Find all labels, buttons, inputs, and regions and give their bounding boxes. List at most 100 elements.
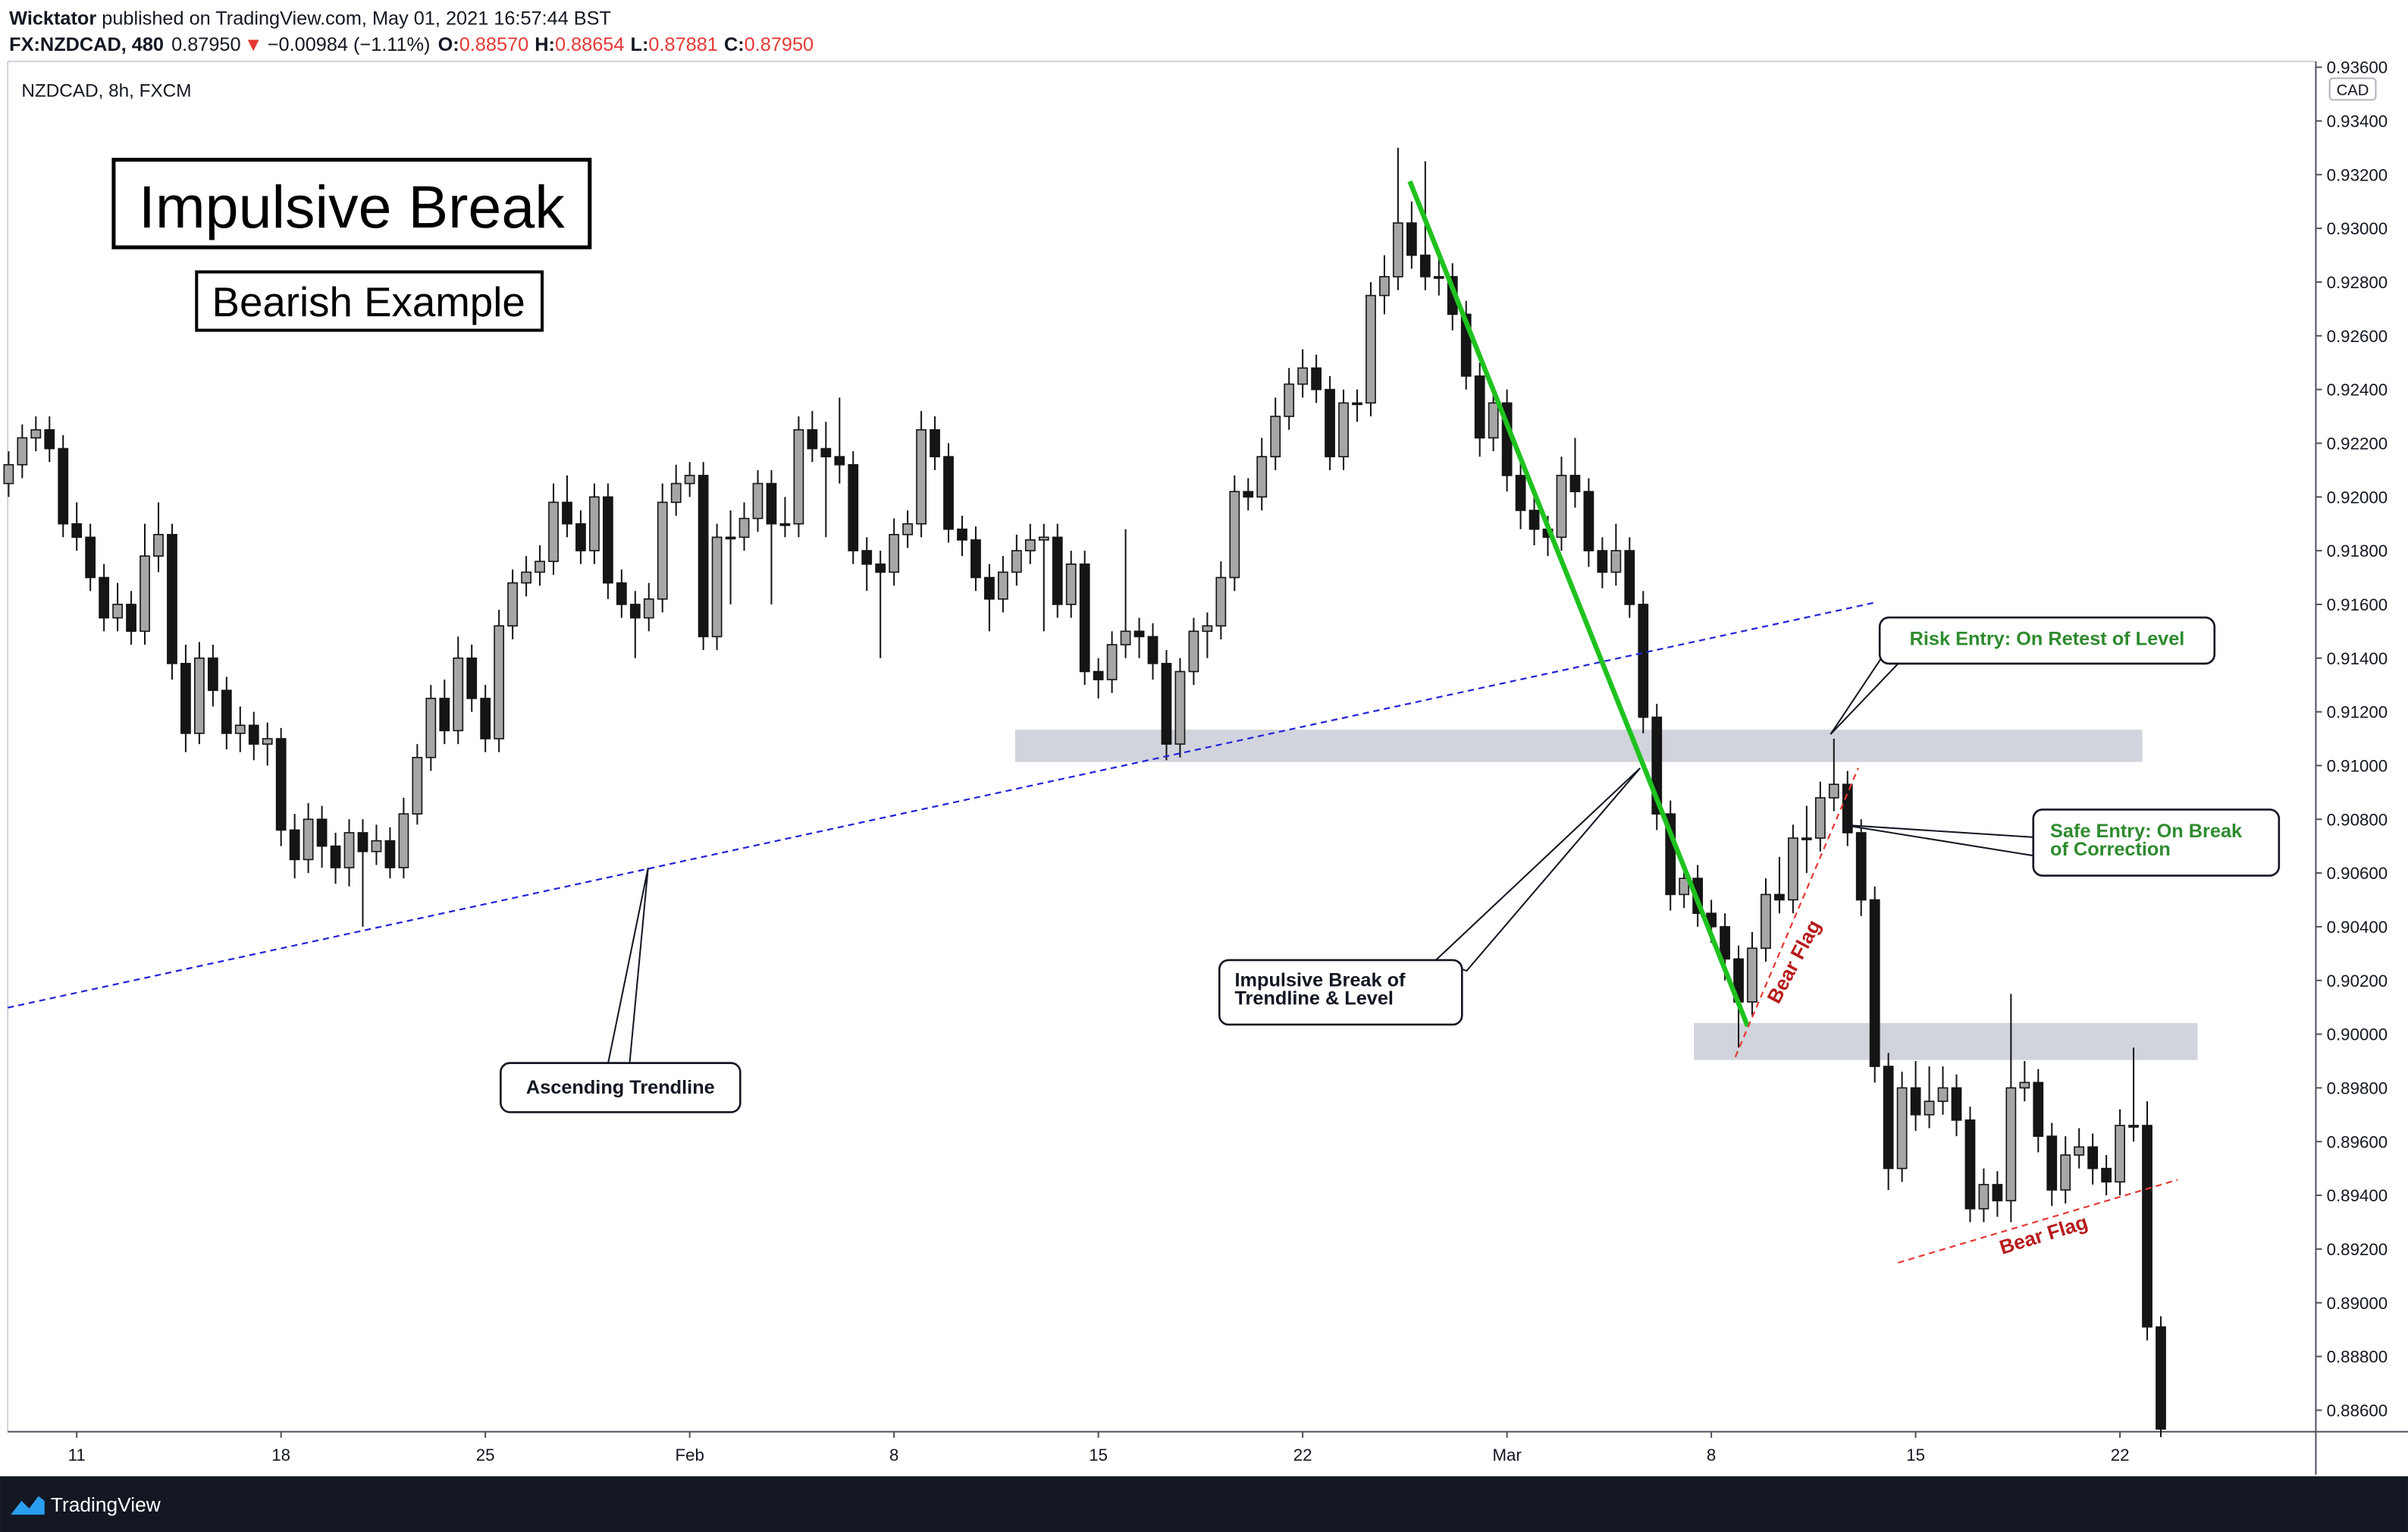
candle-body — [1488, 402, 1499, 439]
candle-body — [1828, 783, 1839, 799]
candle-body — [616, 582, 627, 605]
candle-body — [670, 482, 682, 504]
candle-body — [2019, 1082, 2030, 1089]
candle-body — [2033, 1082, 2044, 1137]
candle-body — [439, 698, 450, 732]
callout-box — [500, 1062, 742, 1113]
y-tick-label: 0.89200 — [2327, 1240, 2388, 1259]
candle-body — [1079, 563, 1090, 673]
y-tick-label: 0.92800 — [2327, 273, 2388, 292]
x-tick-label: Mar — [1492, 1446, 1522, 1465]
callout-text: of Correction — [2050, 839, 2171, 860]
candle-body — [17, 437, 28, 466]
candle-body — [275, 738, 287, 831]
candle-body — [1052, 536, 1063, 605]
quote-line: FX:NZDCAD, 480 0.87950 ▼ −0.00984 (−1.11%) O… — [9, 34, 814, 55]
candle-body — [1379, 276, 1390, 297]
y-tick-label: 0.91000 — [2327, 757, 2388, 776]
y-tick-label: 0.91600 — [2327, 595, 2388, 614]
currency-box — [2328, 77, 2377, 101]
candle-body — [85, 536, 96, 579]
candle-body — [2074, 1146, 2085, 1156]
candle-body — [1814, 797, 1826, 839]
candle-body — [875, 563, 886, 573]
change: −0.00984 (−1.11%) — [268, 34, 431, 55]
candle-body — [1174, 670, 1186, 745]
x-tick-label: 22 — [2111, 1446, 2130, 1465]
support-zone — [1694, 1022, 2198, 1060]
candle-body — [1106, 644, 1118, 680]
footer-brand: TradingView — [51, 1493, 161, 1516]
candle-body — [698, 475, 709, 638]
candle-body — [2115, 1125, 2125, 1183]
candle-body — [1256, 456, 1268, 498]
candle-body — [997, 571, 1008, 600]
candle-body — [1325, 388, 1335, 457]
candle-body — [140, 555, 150, 633]
x-tick-label: 22 — [1293, 1446, 1312, 1465]
impulse-line — [1407, 180, 1751, 1028]
candle-body — [957, 528, 967, 541]
candle-body — [902, 523, 914, 535]
candle-body — [207, 657, 218, 692]
candle-body — [752, 482, 763, 520]
y-tick-label: 0.88600 — [2327, 1402, 2388, 1421]
chart-title: Impulsive Break — [139, 173, 565, 240]
candle-body — [657, 501, 668, 600]
candle-body — [1406, 222, 1417, 256]
y-tick-label: 0.90000 — [2327, 1025, 2388, 1044]
candle-body — [71, 523, 83, 538]
resistance-zone — [1014, 730, 2143, 762]
candle-body — [589, 496, 600, 551]
callout-box — [2032, 808, 2281, 877]
candle-body — [316, 818, 328, 847]
subtitle-box — [195, 270, 544, 332]
callout-text: Impulsive Break of — [1235, 969, 1406, 990]
x-tick-label: 8 — [889, 1446, 898, 1465]
candle-body — [384, 840, 396, 868]
c: 0.87950 — [745, 34, 814, 55]
candle-body — [643, 598, 654, 619]
candle-body — [1270, 416, 1281, 457]
bear-flag-line — [1734, 768, 1859, 1057]
candle-body — [357, 832, 368, 852]
y-tick-label: 0.93600 — [2327, 58, 2388, 77]
candle-body — [126, 604, 136, 633]
candle-body — [725, 536, 736, 540]
candle-body — [1215, 576, 1227, 627]
candle-body — [1393, 222, 1403, 278]
candle-body — [1747, 947, 1757, 1003]
candle-body — [262, 738, 273, 745]
x-tick-label: 8 — [1707, 1446, 1716, 1465]
candle-body — [793, 429, 804, 525]
candle-body — [153, 534, 164, 557]
candle-body — [861, 550, 873, 565]
candle-body — [1937, 1087, 1949, 1102]
candle-body — [766, 482, 777, 525]
candle-body — [1992, 1184, 2003, 1201]
candle-body — [412, 756, 423, 815]
candle-body — [194, 657, 205, 734]
candle-body — [2046, 1135, 2058, 1191]
y-tick-label: 0.89000 — [2327, 1294, 2388, 1313]
candle-body — [1883, 1066, 1894, 1169]
candle-body — [1419, 254, 1431, 278]
arrow: ▼ — [244, 34, 263, 55]
candle-body — [1433, 276, 1444, 279]
candle-body — [1869, 899, 1880, 1067]
y-tick-label: 0.92400 — [2327, 381, 2388, 400]
candle-body — [330, 845, 341, 868]
candle-body — [535, 560, 545, 573]
candle-body — [779, 523, 791, 526]
callout-text: Ascending Trendline — [526, 1077, 715, 1098]
candle-body — [221, 689, 232, 734]
x-tick-label: Feb — [675, 1446, 704, 1465]
candle-body — [1978, 1184, 1989, 1210]
candle-body — [629, 604, 641, 619]
candle-body — [1924, 1100, 1935, 1116]
candle-body — [1093, 670, 1104, 680]
ascending-trendline — [7, 601, 1877, 1009]
y-tick-label: 0.89400 — [2327, 1186, 2388, 1205]
y-tick-label: 0.88800 — [2327, 1348, 2388, 1367]
